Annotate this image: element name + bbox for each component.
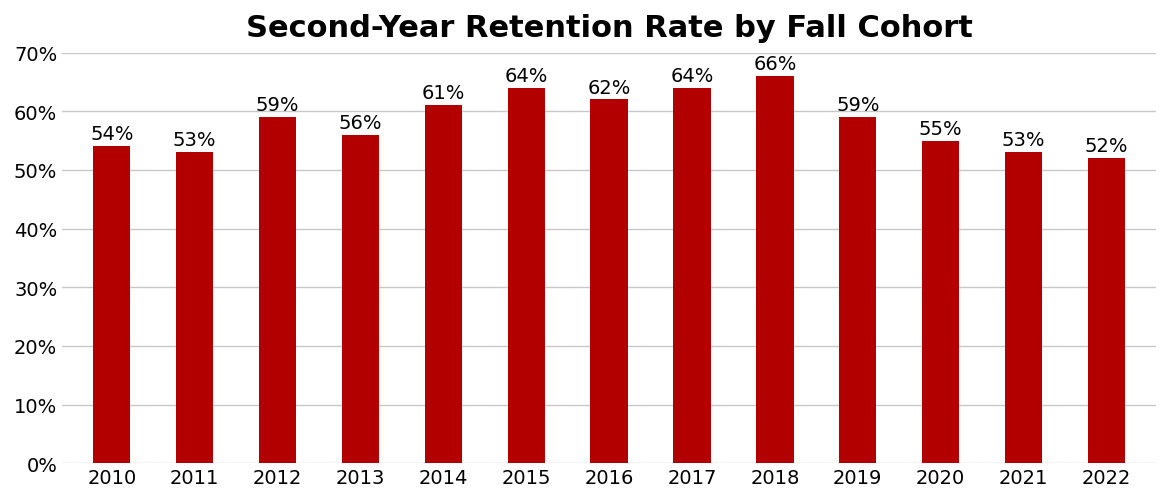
Bar: [176, 153, 213, 463]
Bar: [259, 118, 296, 463]
Bar: [342, 135, 379, 463]
Bar: [1005, 153, 1042, 463]
Text: 56%: 56%: [339, 114, 383, 132]
Text: 61%: 61%: [421, 84, 464, 103]
Bar: [508, 89, 545, 463]
Bar: [839, 118, 876, 463]
Text: 54%: 54%: [90, 125, 133, 144]
Bar: [756, 77, 793, 463]
Bar: [94, 147, 131, 463]
Bar: [922, 141, 959, 463]
Text: 53%: 53%: [1002, 131, 1045, 150]
Text: 52%: 52%: [1085, 137, 1128, 156]
Text: 64%: 64%: [670, 67, 714, 86]
Text: 66%: 66%: [753, 55, 797, 74]
Text: 64%: 64%: [504, 67, 548, 86]
Text: 59%: 59%: [837, 96, 880, 115]
Bar: [1088, 159, 1126, 463]
Text: 53%: 53%: [173, 131, 216, 150]
Text: 59%: 59%: [256, 96, 300, 115]
Bar: [674, 89, 710, 463]
Bar: [425, 106, 462, 463]
Bar: [591, 100, 628, 463]
Text: 55%: 55%: [918, 119, 963, 138]
Title: Second-Year Retention Rate by Fall Cohort: Second-Year Retention Rate by Fall Cohor…: [246, 14, 972, 43]
Text: 62%: 62%: [587, 78, 631, 97]
